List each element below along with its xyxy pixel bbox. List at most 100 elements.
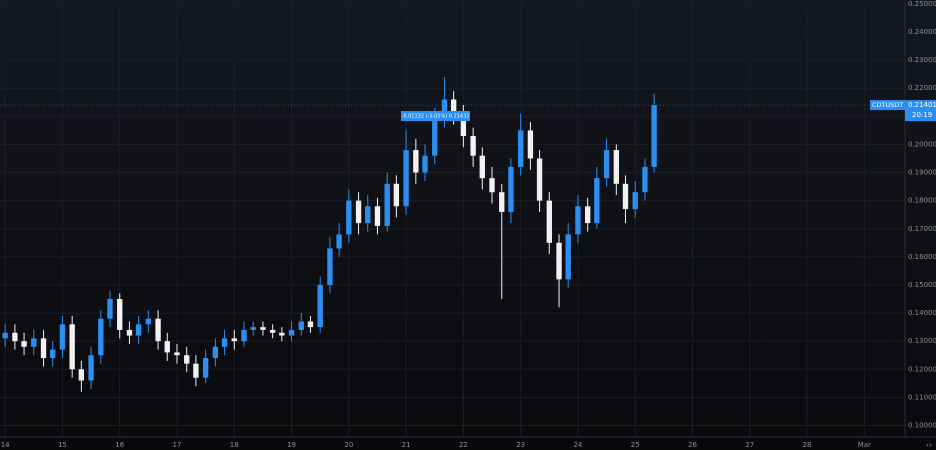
candle-body (327, 248, 333, 285)
candle-body (164, 341, 170, 353)
candle-body (365, 206, 371, 224)
candle-body (374, 206, 381, 226)
y-tick-label: 0.24000 (908, 28, 936, 36)
countdown-label: 20:19 (912, 111, 932, 119)
x-tick-label: 27 (745, 441, 754, 449)
candle-body (594, 178, 600, 224)
candle-body (642, 166, 648, 193)
y-tick-label: 0.17000 (908, 225, 936, 233)
candle-body (40, 338, 47, 359)
overlay: CDTUSDT 0.21401 20:19 -0.01132 (-5.03%) 0.2… (0, 100, 936, 122)
candle-body (432, 119, 438, 156)
candle-body (31, 338, 37, 347)
y-tick-label: 0.13000 (908, 337, 936, 345)
candle-body (88, 355, 94, 381)
candle-body (603, 150, 610, 179)
candle-body (499, 192, 505, 212)
y-tick-label: 0.19000 (908, 169, 936, 177)
candle-body (307, 321, 314, 328)
y-tick-label: 0.12000 (908, 365, 936, 373)
candle-body (69, 324, 75, 370)
candle-body (546, 200, 552, 243)
candle-body (98, 318, 104, 356)
candle-body (613, 150, 619, 184)
candle-body (260, 327, 266, 330)
x-tick-label: 17 (173, 441, 182, 449)
candle-body (126, 329, 133, 336)
x-tick-label: 26 (688, 441, 697, 449)
candle-body (250, 327, 256, 330)
y-tick-label: 0.25000 (908, 0, 936, 8)
candle-body (460, 113, 467, 137)
candle-body (470, 136, 476, 156)
candle-body (403, 150, 409, 207)
candle-body (298, 321, 304, 330)
x-tick-label: 20 (344, 441, 353, 449)
candle-body (536, 158, 543, 201)
candle-body (2, 332, 8, 339)
candle-body (651, 105, 657, 167)
candle-body (288, 329, 295, 336)
candles (2, 77, 657, 392)
y-tick-label: 0.16000 (908, 253, 936, 261)
candle-body (450, 99, 457, 114)
scale-icon[interactable]: ‹› (926, 441, 932, 450)
candle-body (422, 155, 428, 173)
x-tick-label: Mar (858, 441, 871, 449)
candle-body (517, 130, 524, 167)
candle-body (193, 363, 199, 378)
candle-body (565, 234, 571, 280)
candle-body (21, 341, 27, 347)
candle-body (479, 155, 485, 179)
candle-body (527, 130, 534, 159)
candle-body (632, 192, 638, 210)
candle-body (202, 358, 209, 378)
candle-body (393, 183, 400, 207)
symbol-tag (870, 100, 905, 111)
candle-body (336, 234, 342, 249)
price-tag (905, 100, 936, 122)
x-tick-label: 25 (631, 441, 640, 449)
y-tick-label: 0.22000 (908, 84, 936, 92)
candle-body (135, 324, 142, 336)
candle-body (12, 332, 18, 342)
x-tick-label: 23 (516, 441, 525, 449)
y-tick-label: 0.23000 (908, 56, 936, 64)
candle-body (59, 324, 66, 350)
candle-body (78, 369, 85, 381)
measure-box (401, 111, 470, 121)
x-tick-label: 22 (459, 441, 468, 449)
symbol-label: CDTUSDT (872, 101, 903, 109)
candle-body (174, 352, 180, 356)
candle-body (384, 183, 390, 226)
candle-body (269, 329, 276, 333)
y-tick-label: 0.20000 (908, 140, 936, 148)
last-price-label: 0.21401 (908, 101, 936, 109)
x-tick-label: 28 (803, 441, 812, 449)
candle-body (317, 284, 323, 328)
y-tick-label: 0.10000 (908, 421, 936, 429)
y-tick-label: 0.14000 (908, 309, 936, 317)
candle-body (50, 349, 56, 359)
candle-body (231, 338, 237, 342)
x-tick-label: 19 (287, 441, 296, 449)
candle-body (117, 299, 123, 330)
x-tick-label: 24 (573, 441, 582, 449)
candle-body (489, 178, 495, 193)
candle-body (145, 318, 152, 325)
candle-body (241, 329, 247, 342)
candle-body (441, 99, 448, 120)
candle-body (508, 166, 514, 212)
y-tick-label: 0.15000 (908, 281, 936, 289)
candle-body (346, 200, 352, 235)
candle-body (184, 355, 190, 364)
candle-body (584, 206, 591, 224)
candle-body (622, 183, 629, 210)
measure-label: -0.01132 (-5.03%) 0.21432 (402, 114, 470, 120)
x-tick-label: 15 (58, 441, 67, 449)
candle-body (279, 332, 285, 336)
x-tick-label: 21 (402, 441, 411, 449)
